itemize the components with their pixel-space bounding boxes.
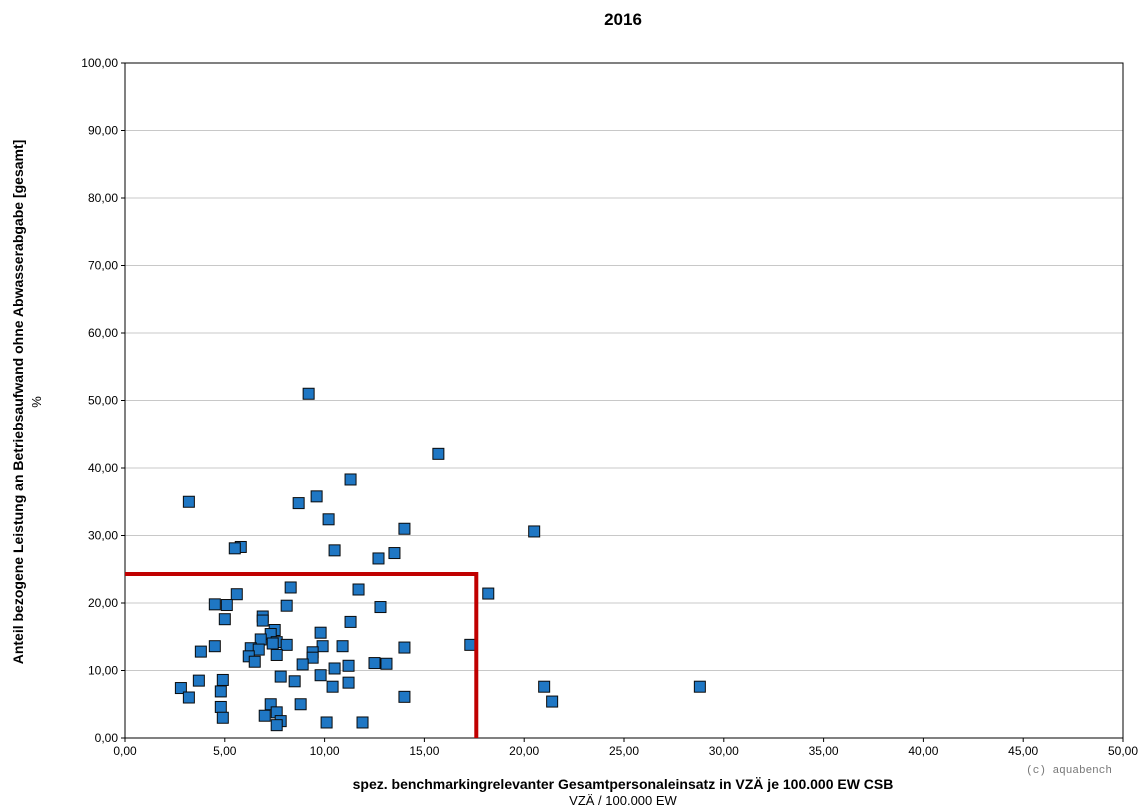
- data-point: [254, 633, 267, 646]
- data-point: [288, 675, 301, 688]
- y-tick-label: 10,00: [88, 664, 118, 678]
- data-point: [280, 638, 293, 651]
- y-axis-unit: %: [29, 396, 44, 408]
- x-tick-label: 25,00: [609, 744, 639, 758]
- data-point: [528, 525, 541, 538]
- data-point: [320, 716, 333, 729]
- data-point: [270, 648, 283, 661]
- data-point: [336, 640, 349, 653]
- x-axis-unit: VZÄ / 100.000 EW: [569, 793, 677, 808]
- data-point: [398, 641, 411, 654]
- data-point: [314, 669, 327, 682]
- data-point: [182, 691, 195, 704]
- data-point: [368, 657, 381, 670]
- y-tick-label: 20,00: [88, 596, 118, 610]
- data-point: [216, 673, 229, 686]
- y-tick-label: 0,00: [95, 731, 119, 745]
- data-point: [274, 670, 287, 683]
- data-point: [292, 497, 305, 510]
- y-tick-label: 30,00: [88, 529, 118, 543]
- data-point: [322, 513, 335, 526]
- gridlines: [125, 130, 1123, 671]
- data-point: [374, 601, 387, 614]
- y-tick-label: 40,00: [88, 461, 118, 475]
- data-point: [432, 447, 445, 460]
- data-point: [218, 613, 231, 626]
- x-axis-label: spez. benchmarkingrelevanter Gesamtperso…: [353, 776, 894, 792]
- data-point: [266, 637, 279, 650]
- data-point: [294, 698, 307, 711]
- y-tick-label: 90,00: [88, 124, 118, 138]
- data-point: [464, 638, 477, 651]
- data-point: [182, 495, 195, 508]
- data-point: [208, 640, 221, 653]
- data-point: [248, 655, 261, 668]
- data-point: [352, 583, 365, 596]
- data-point: [306, 651, 319, 664]
- data-point: [270, 719, 283, 732]
- x-tick-label: 45,00: [1008, 744, 1038, 758]
- x-tick-label: 20,00: [509, 744, 539, 758]
- data-point: [216, 711, 229, 724]
- data-point: [296, 658, 309, 671]
- data-point: [310, 490, 323, 503]
- data-point: [302, 387, 315, 400]
- x-tick-label: 15,00: [409, 744, 439, 758]
- chart-title: 2016: [604, 10, 642, 29]
- data-point: [344, 473, 357, 486]
- data-point: [328, 544, 341, 557]
- data-point: [344, 615, 357, 628]
- data-point: [388, 547, 401, 560]
- data-point: [214, 685, 227, 698]
- x-axis-ticks: 0,00 5,00 10,00 15,00 20,00 25,00 30,00 35,00 40…: [113, 738, 1138, 758]
- data-point: [398, 690, 411, 703]
- data-point: [342, 659, 355, 672]
- data-point: [228, 542, 241, 555]
- y-tick-label: 60,00: [88, 326, 118, 340]
- data-point: [380, 657, 393, 670]
- data-point: [214, 700, 227, 713]
- data-point: [194, 645, 207, 658]
- x-tick-label: 30,00: [709, 744, 739, 758]
- data-point: [356, 716, 369, 729]
- x-tick-label: 35,00: [809, 744, 839, 758]
- reference-line: [125, 571, 479, 738]
- data-point: [284, 581, 297, 594]
- data-point: [482, 587, 495, 600]
- x-tick-label: 40,00: [908, 744, 938, 758]
- y-axis-ticks: 0,00 10,00 20,00 30,00 40,00 50,00 60,00 70,00 8…: [81, 56, 125, 745]
- data-point: [230, 588, 243, 601]
- data-point: [258, 709, 271, 722]
- data-point: [398, 522, 411, 535]
- x-tick-label: 50,00: [1108, 744, 1138, 758]
- data-point: [316, 640, 329, 653]
- data-point: [174, 682, 187, 695]
- y-axis-label: Anteil bezogene Leistung an Betriebsaufw…: [10, 140, 26, 665]
- data-points: [174, 387, 706, 732]
- x-tick-label: 0,00: [113, 744, 137, 758]
- data-point: [326, 680, 339, 693]
- y-tick-label: 50,00: [88, 394, 118, 408]
- copyright-credit: (c) aquabench: [1026, 765, 1112, 777]
- data-point: [208, 598, 221, 611]
- data-point: [693, 680, 706, 693]
- data-point: [256, 614, 269, 627]
- data-point: [342, 676, 355, 689]
- y-tick-label: 80,00: [88, 191, 118, 205]
- y-tick-label: 100,00: [81, 56, 118, 70]
- data-point: [328, 662, 341, 675]
- data-point: [372, 552, 385, 565]
- data-point: [220, 599, 233, 612]
- data-point: [252, 643, 265, 656]
- x-tick-label: 5,00: [213, 744, 237, 758]
- x-tick-label: 10,00: [310, 744, 340, 758]
- y-tick-label: 70,00: [88, 259, 118, 273]
- data-point: [546, 695, 559, 708]
- data-point: [280, 599, 293, 612]
- data-point: [538, 680, 551, 693]
- data-point: [314, 626, 327, 639]
- data-point: [192, 674, 205, 687]
